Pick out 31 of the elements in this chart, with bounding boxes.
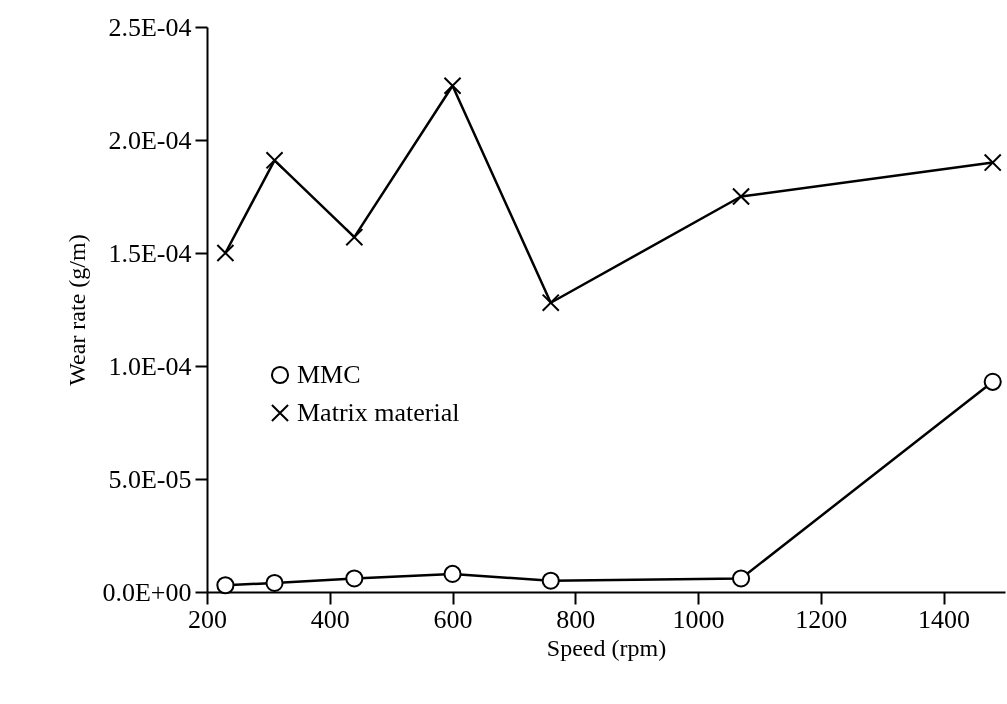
x-tick-label: 1400 xyxy=(918,604,971,634)
point xyxy=(731,569,751,588)
y-tick-label: 2.0E-04 xyxy=(108,125,192,155)
x-tick-label: 400 xyxy=(310,604,350,634)
point xyxy=(265,151,284,170)
x-tick-label: 1000 xyxy=(672,604,725,634)
legend-label: Matrix material xyxy=(297,398,460,427)
point xyxy=(216,576,235,595)
point xyxy=(443,76,462,95)
point xyxy=(983,372,1002,391)
point xyxy=(345,228,364,247)
x-tick-label: 800 xyxy=(556,604,596,634)
point xyxy=(216,243,235,263)
y-tick-label: 2.5E-04 xyxy=(108,12,192,42)
y-tick-label: 1.0E-04 xyxy=(108,351,192,381)
point xyxy=(983,153,1002,172)
point xyxy=(443,564,462,583)
point xyxy=(541,293,560,312)
y-tick-label: 1.5E-04 xyxy=(108,238,192,268)
y-tick-label: 5.0E-05 xyxy=(108,464,192,494)
y-tick-label: 0.0E+00 xyxy=(102,577,192,607)
x-tick-label: 600 xyxy=(433,604,473,634)
point xyxy=(265,573,284,593)
point xyxy=(541,571,560,590)
x-axis-title: Speed (rpm) xyxy=(546,634,667,661)
point xyxy=(731,187,751,206)
x-tick-label: 200 xyxy=(188,604,227,634)
legend-label: MMC xyxy=(297,360,361,389)
x-tick-label: 1200 xyxy=(795,604,848,634)
y-axis-title: Wear rate (g/m) xyxy=(64,234,91,386)
point xyxy=(345,569,364,588)
